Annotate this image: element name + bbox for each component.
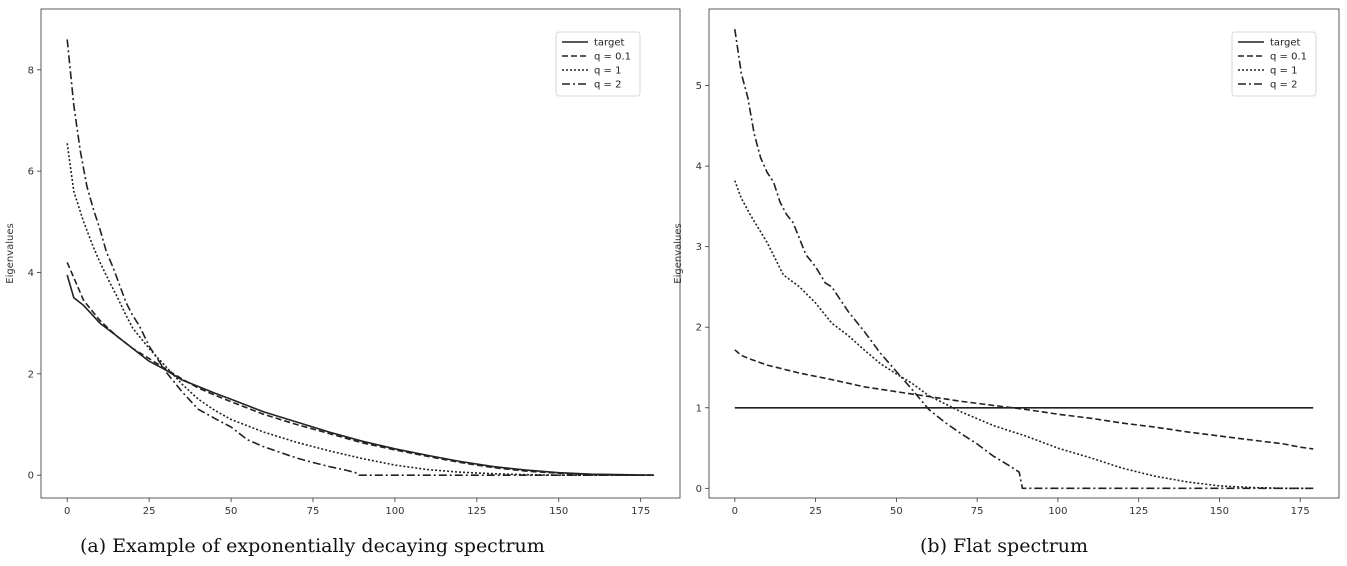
panel-b: 0 25 50 75 100 125 150 175 0 1 2 3 4 5 Eigenvalues targ…	[673, 8, 1340, 517]
x-tick-label: 100	[385, 506, 404, 517]
x-tick-label: 125	[1129, 506, 1148, 517]
legend-box	[555, 31, 641, 97]
series-line-q-2	[734, 28, 1314, 490]
legend-box	[1231, 31, 1317, 97]
x-tick-label: 75	[971, 506, 984, 517]
plot-frame	[708, 8, 1340, 499]
x-tick-label: 125	[467, 506, 486, 517]
series-line-q-1	[734, 180, 1314, 490]
legend-label: target	[1270, 38, 1300, 49]
y-tick-label: 6	[28, 167, 34, 178]
x-tick-label: 150	[1210, 506, 1229, 517]
x-tick-label: 75	[307, 506, 320, 517]
caption-a: (a) Example of exponentially decaying sp…	[80, 535, 545, 557]
y-tick-label: 3	[696, 242, 702, 253]
series-line-q-0-1	[66, 262, 654, 477]
x-tick-label: 0	[64, 506, 70, 517]
series-line-target	[66, 274, 654, 476]
legend-label: q = 2	[1270, 80, 1297, 91]
y-tick-label: 1	[696, 403, 702, 414]
x-tick-label: 175	[1291, 506, 1310, 517]
legend-label: q = 0.1	[594, 52, 631, 63]
series-line-q-0-1	[734, 349, 1314, 450]
x-tick-label: 25	[143, 506, 156, 517]
panel-a: 0 25 50 75 100 125 150 175 0 2 4 6 8 Eigenvalues targe…	[5, 8, 681, 517]
y-tick-label: 2	[28, 369, 34, 380]
y-tick-label: 2	[696, 323, 702, 334]
series-line-q-1	[66, 143, 654, 477]
y-tick-label: 4	[696, 162, 702, 173]
x-tick-label: 175	[631, 506, 650, 517]
plot-frame	[40, 8, 681, 499]
x-tick-label: 50	[890, 506, 903, 517]
caption-b: (b) Flat spectrum	[920, 535, 1089, 557]
x-tick-label: 150	[549, 506, 568, 517]
y-tick-label: 4	[28, 268, 34, 279]
legend-label: target	[594, 38, 624, 49]
y-tick-label: 0	[696, 484, 702, 495]
x-tick-label: 0	[732, 506, 738, 517]
y-tick-label: 5	[696, 81, 702, 92]
x-tick-label: 100	[1048, 506, 1067, 517]
x-tick-label: 50	[225, 506, 238, 517]
legend-label: q = 1	[594, 66, 621, 77]
legend-label: q = 0.1	[1270, 52, 1307, 63]
legend-label: q = 2	[594, 80, 621, 91]
series-line-q-2	[66, 39, 654, 477]
y-tick-label: 8	[28, 65, 34, 76]
legend-label: q = 1	[1270, 66, 1297, 77]
y-tick-label: 0	[28, 471, 34, 482]
y-axis-label: Eigenvalues	[673, 223, 684, 283]
y-axis-label: Eigenvalues	[5, 223, 16, 283]
x-tick-label: 25	[809, 506, 822, 517]
